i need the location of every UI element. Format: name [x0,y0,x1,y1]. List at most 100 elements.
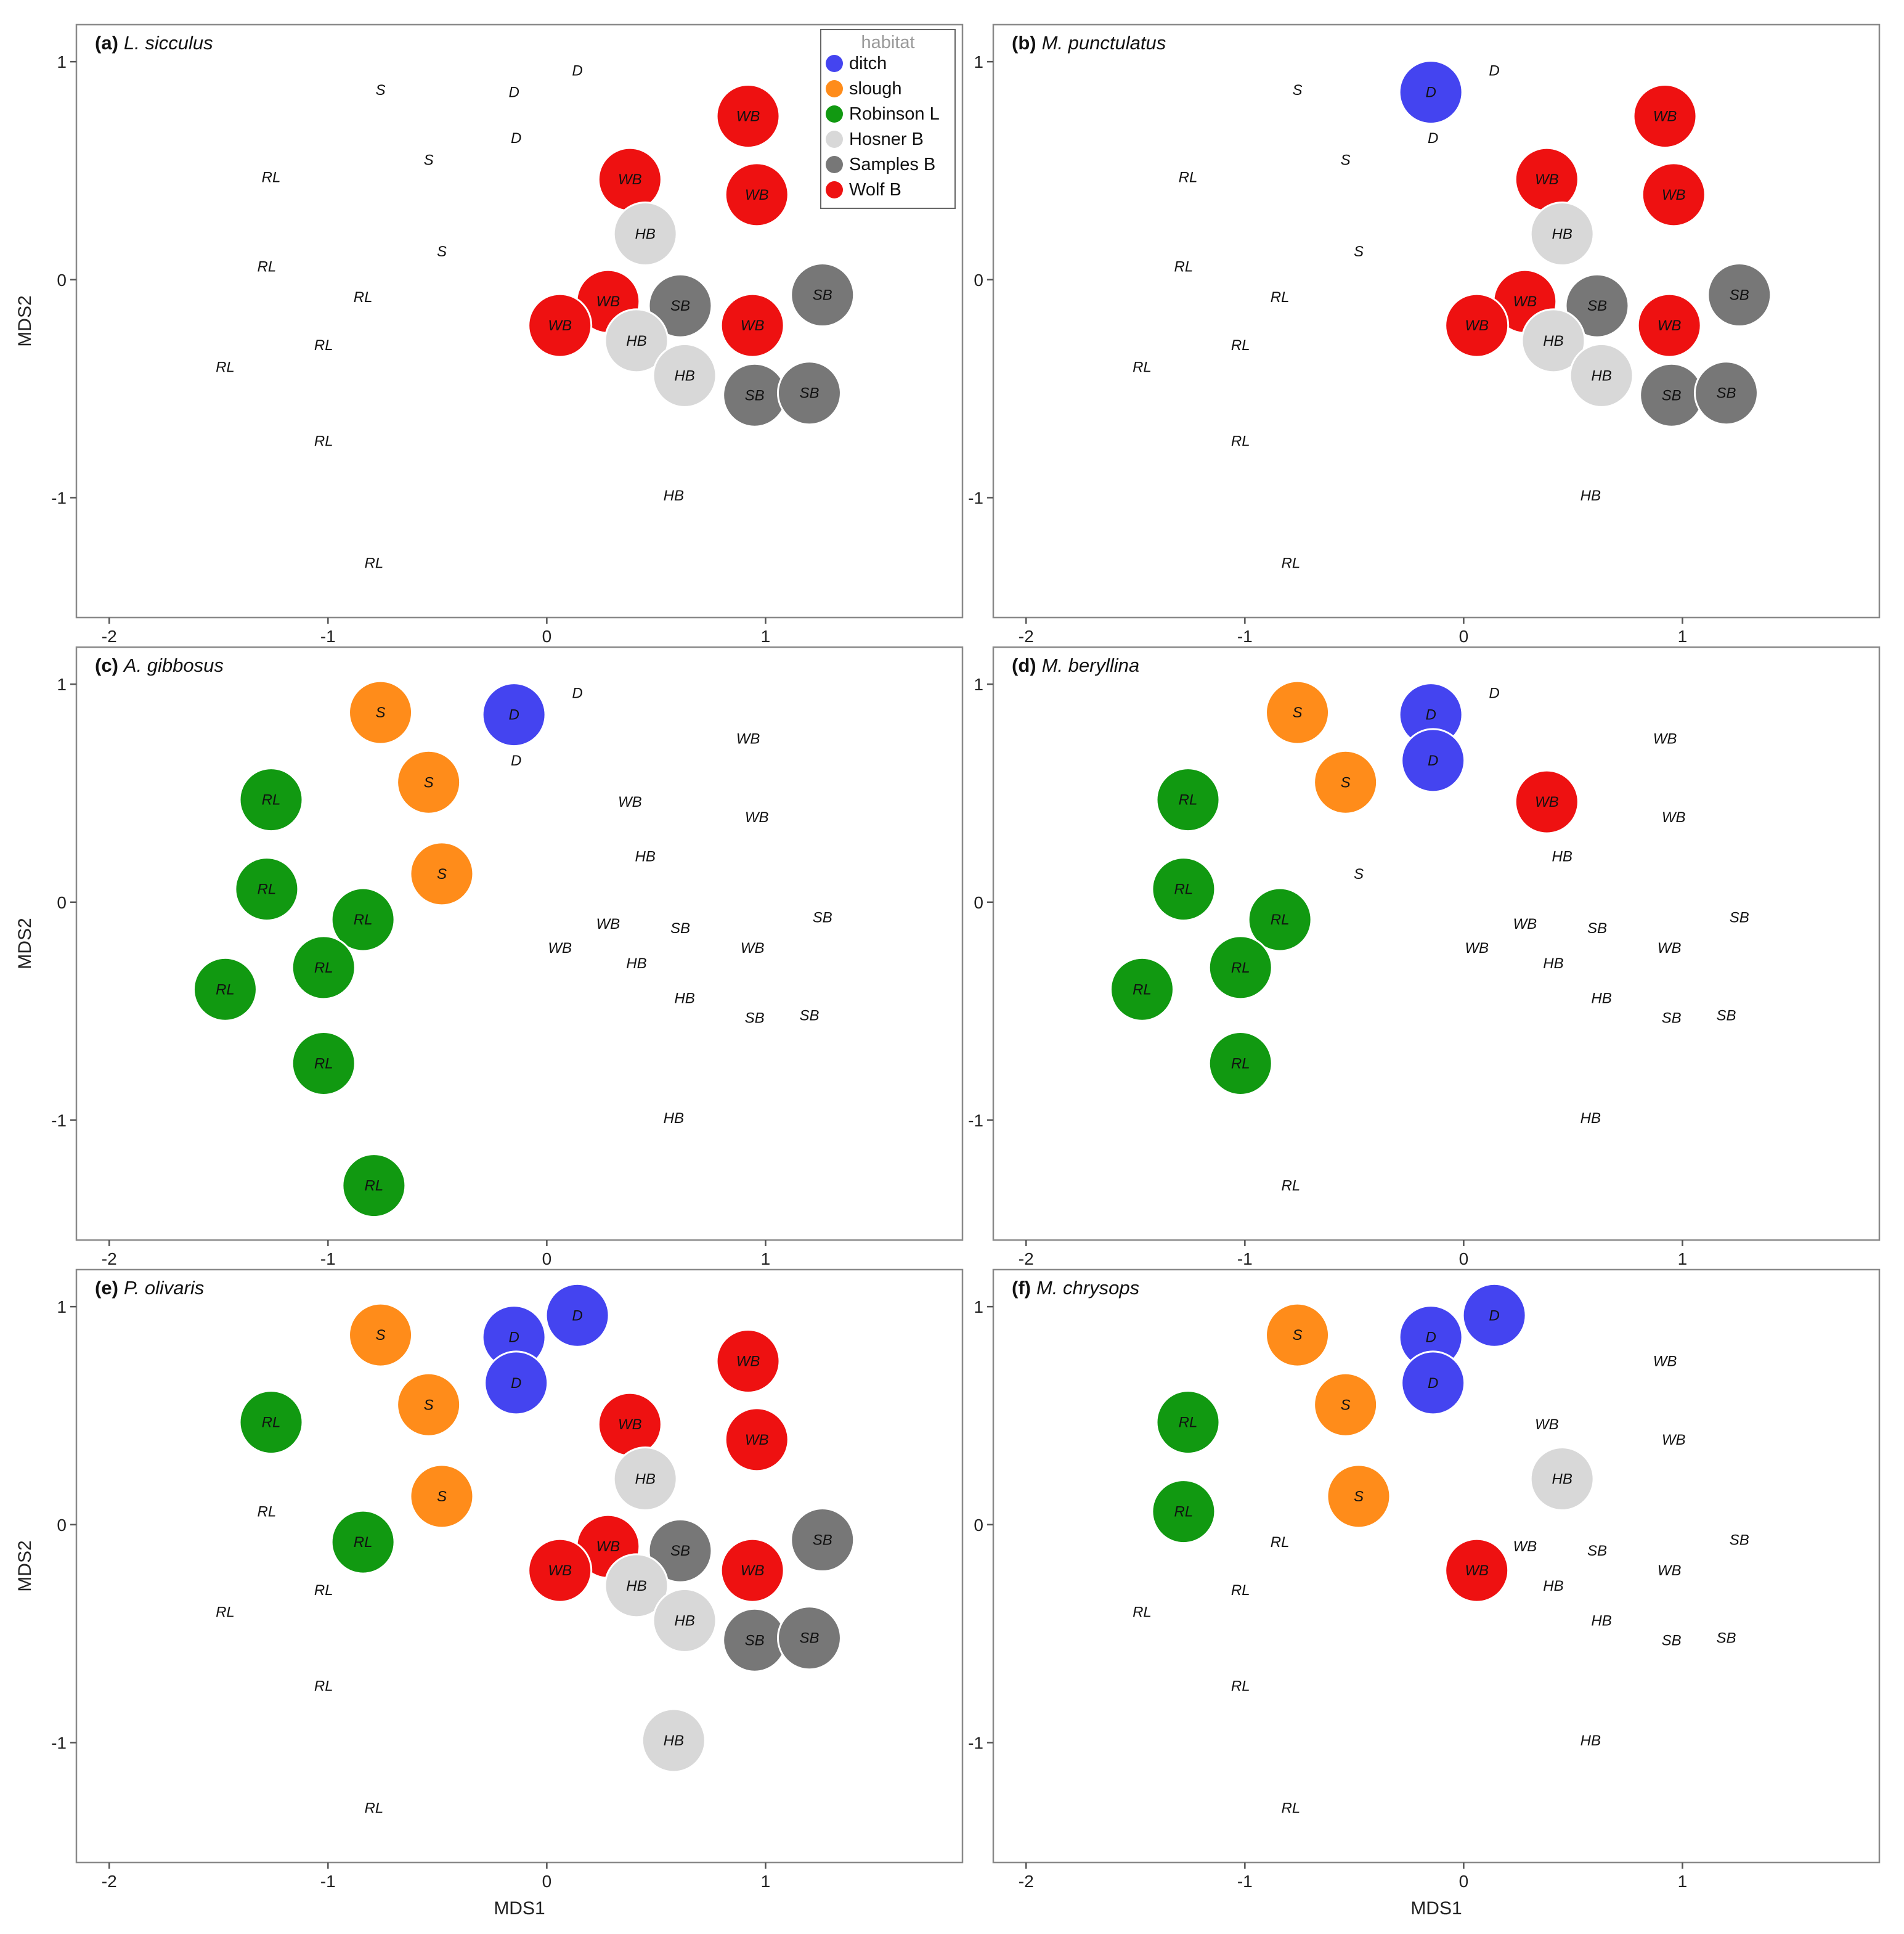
site-label: WB [1658,317,1682,334]
legend-label: Wolf B [849,180,901,200]
y-tick-label: -1 [968,488,983,507]
site-label: D [508,84,519,101]
site-label: S [1293,704,1303,721]
site-label: D [1489,685,1499,701]
site-marker-hb [641,1708,706,1773]
x-tick-label: -2 [1019,1249,1034,1268]
site-label: SB [1716,1630,1736,1647]
site-label: S [424,774,434,791]
site-label: RL [314,960,333,976]
site-label: HB [1591,990,1611,1006]
x-tick-label: 1 [1678,1249,1688,1268]
site-label: SB [1662,1632,1682,1649]
site-label: WB [736,108,760,125]
site-label: WB [1535,794,1559,810]
site-marker-hb [612,1446,678,1512]
site-marker-wb [720,1538,785,1603]
panel-a: -2 -1 0 1 -1 0 1 MDS2 (a) L. sicculus S D D D S RL S RL RL… [15,23,964,646]
y-tick-label: 1 [974,675,983,694]
site-label: HB [1581,488,1601,504]
site-label: WB [1653,731,1677,748]
site-label: WB [596,916,620,932]
site-label: RL [1179,792,1198,809]
site-label: RL [262,1414,281,1431]
site-label: RL [1174,259,1194,275]
site-label: S [437,866,447,883]
site-label: SB [799,385,819,402]
site-label: HB [635,1471,655,1488]
x-tick-label: -1 [320,1872,336,1891]
site-marker-d [1401,1350,1466,1416]
site-marker-wb [1514,769,1579,834]
legend-label: Samples B [849,155,935,174]
site-label: RL [216,981,235,998]
site-label: SB [1716,385,1736,402]
site-marker-rl [238,767,304,833]
site-label: RL [258,881,277,898]
site-label: RL [1271,912,1290,928]
site-label: RL [262,792,281,809]
site-label: RL [1231,1582,1250,1599]
site-label: WB [745,809,769,826]
site-label: HB [635,226,655,243]
panel-tag: (a) [95,32,118,54]
legend-label: Hosner B [849,129,924,149]
site-label: S [1341,774,1351,791]
site-label: D [572,62,582,79]
y-tick-label: -1 [51,1111,67,1130]
site-label: HB [635,849,655,865]
site-label: HB [664,1732,684,1749]
site-label: RL [314,1056,333,1072]
site-marker-rl [192,957,258,1022]
panel-f: -2 -1 0 1 -1 0 1 MDS1 (f) M. chrysops S D D D S RL S RL RL… [968,1268,1881,1919]
site-label: SB [1662,387,1682,404]
site-marker-wb [527,293,593,358]
x-tick-label: 1 [1678,1872,1688,1891]
y-tick-label: 1 [57,52,67,71]
site-label: RL [1282,555,1301,572]
site-label: RL [258,259,277,275]
site-label: SB [745,1010,765,1026]
site-marker-hb [1521,308,1586,373]
site-label: HB [674,367,694,384]
site-label: WB [1653,108,1677,125]
site-label: SB [1662,1010,1682,1026]
panel-species: M. chrysops [1036,1277,1139,1299]
site-label: RL [1231,960,1250,976]
x-tick-label: -2 [1019,1872,1034,1891]
site-label: WB [1465,940,1489,957]
x-tick-label: 0 [1459,1872,1469,1891]
site-label: D [1425,1329,1436,1346]
site-label: WB [1465,1562,1489,1579]
site-marker-sb [790,263,855,328]
site-marker-rl [291,1031,356,1096]
site-marker-hb [1529,1446,1595,1512]
site-label: SB [1587,920,1607,937]
site-marker-d [1401,728,1466,793]
site-label: SB [670,920,690,937]
site-marker-wb [724,1407,789,1472]
y-tick-label: 1 [974,52,983,71]
site-marker-s [1313,749,1378,815]
site-marker-rl [330,1509,396,1575]
site-label: RL [314,433,333,450]
site-marker-rl [1208,935,1273,1000]
site-marker-wb [527,1538,593,1603]
site-label: RL [314,1678,333,1695]
site-marker-rl [1155,767,1221,833]
y-tick-label: 0 [57,271,67,290]
site-label: WB [618,171,642,188]
site-label: RL [1179,169,1198,186]
x-tick-label: -1 [320,627,336,646]
site-label: RL [1174,1504,1194,1520]
site-label: D [572,1307,582,1324]
panel-tag: (e) [95,1277,118,1299]
site-label: SB [670,1543,690,1559]
site-marker-wb [720,293,785,358]
site-marker-s [1326,1464,1391,1529]
site-label: HB [674,1612,694,1629]
site-marker-rl [1208,1031,1273,1096]
site-label: RL [354,1534,373,1551]
site-label: S [376,704,386,721]
